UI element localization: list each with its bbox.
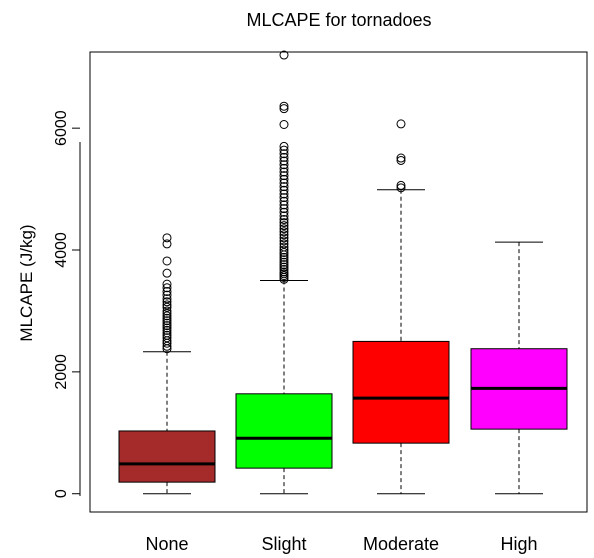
outlier-none-27 <box>162 233 172 243</box>
outlier-slight-27 <box>279 200 289 210</box>
outlier-moderate-0 <box>396 183 406 193</box>
outlier-slight-45 <box>279 104 289 114</box>
outlier-slight-14 <box>279 242 289 252</box>
outlier-slight-47 <box>279 50 289 60</box>
chart-title: MLCAPE for tornadoes <box>246 10 431 30</box>
outlier-slight-16 <box>279 236 289 246</box>
outlier-moderate-2 <box>396 155 406 165</box>
y-tick-label-2000: 2000 <box>53 354 70 390</box>
outlier-slight-26 <box>279 204 289 214</box>
outlier-slight-30 <box>279 189 289 199</box>
outlier-slight-13 <box>279 245 289 255</box>
outlier-slight-12 <box>279 247 289 257</box>
outlier-slight-10 <box>279 252 289 262</box>
outlier-none-15 <box>162 306 172 316</box>
outlier-none-1 <box>162 341 172 351</box>
outlier-slight-7 <box>279 260 289 270</box>
box-body-slight <box>235 393 333 469</box>
outlier-none-6 <box>162 328 172 338</box>
box-series <box>118 50 568 495</box>
outlier-slight-29 <box>279 193 289 203</box>
outlier-none-14 <box>162 308 172 318</box>
outlier-none-16 <box>162 302 172 312</box>
box-high <box>470 241 568 495</box>
outlier-slight-38 <box>279 160 289 170</box>
x-tick-label-high: High <box>500 534 537 554</box>
outlier-slight-20 <box>279 224 289 234</box>
outlier-none-9 <box>162 321 172 331</box>
outlier-slight-35 <box>279 171 289 181</box>
outlier-slight-28 <box>279 196 289 206</box>
box-body-none <box>118 430 216 483</box>
y-axis: 0 2000 4000 6000 MLCAPE (J/kg) <box>17 110 81 498</box>
outlier-none-17 <box>162 300 172 310</box>
outlier-none-20 <box>162 290 172 300</box>
outlier-slight-46 <box>279 101 289 111</box>
outlier-slight-42 <box>279 145 289 155</box>
y-tick-label-0: 0 <box>53 489 70 498</box>
box-none <box>118 233 216 495</box>
outlier-slight-22 <box>279 218 289 228</box>
x-tick-label-none: None <box>145 534 188 554</box>
outlier-slight-15 <box>279 239 289 249</box>
x-tick-label-moderate: Moderate <box>363 534 439 554</box>
outlier-slight-18 <box>279 230 289 240</box>
outlier-none-11 <box>162 316 172 326</box>
outlier-slight-44 <box>279 120 289 130</box>
outlier-none-24 <box>162 268 172 278</box>
plot-frame <box>89 51 588 513</box>
outlier-slight-40 <box>279 152 289 162</box>
outlier-none-10 <box>162 318 172 328</box>
box-body-moderate <box>352 340 450 444</box>
outlier-slight-23 <box>279 215 289 225</box>
outlier-slight-4 <box>279 267 289 277</box>
outlier-none-13 <box>162 311 172 321</box>
outlier-slight-43 <box>279 141 289 151</box>
outlier-slight-17 <box>279 233 289 243</box>
box-moderate <box>352 119 450 495</box>
outlier-none-25 <box>162 256 172 266</box>
outlier-slight-33 <box>279 178 289 188</box>
outlier-slight-39 <box>279 156 289 166</box>
outlier-slight-32 <box>279 182 289 192</box>
outlier-none-23 <box>162 279 172 289</box>
outlier-slight-24 <box>279 211 289 221</box>
outlier-none-22 <box>162 283 172 293</box>
outlier-slight-41 <box>279 149 289 159</box>
outlier-none-19 <box>162 294 172 304</box>
outlier-moderate-4 <box>396 119 406 129</box>
y-tick-label-4000: 4000 <box>53 232 70 268</box>
box-slight <box>235 50 333 495</box>
outlier-none-18 <box>162 297 172 307</box>
outlier-slight-25 <box>279 207 289 217</box>
outlier-none-21 <box>162 286 172 296</box>
y-axis-label: MLCAPE (J/kg) <box>17 224 36 341</box>
outlier-slight-9 <box>279 255 289 265</box>
outlier-none-12 <box>162 313 172 323</box>
outlier-slight-36 <box>279 167 289 177</box>
outlier-slight-34 <box>279 174 289 184</box>
outlier-slight-8 <box>279 257 289 267</box>
x-tick-labels: None Slight Moderate High <box>145 534 537 554</box>
outlier-slight-31 <box>279 185 289 195</box>
y-ticks: 0 2000 4000 6000 <box>53 110 80 498</box>
outlier-none-4 <box>162 333 172 343</box>
outlier-slight-5 <box>279 265 289 275</box>
outlier-moderate-3 <box>396 153 406 163</box>
x-tick-label-slight: Slight <box>261 534 306 554</box>
outlier-slight-37 <box>279 163 289 173</box>
outlier-slight-6 <box>279 262 289 272</box>
y-tick-label-6000: 6000 <box>53 110 70 146</box>
outlier-slight-21 <box>279 221 289 231</box>
outlier-slight-19 <box>279 227 289 237</box>
outlier-none-26 <box>162 239 172 249</box>
outlier-none-8 <box>162 323 172 333</box>
outlier-moderate-1 <box>396 180 406 190</box>
outlier-none-7 <box>162 325 172 335</box>
outlier-none-5 <box>162 330 172 340</box>
